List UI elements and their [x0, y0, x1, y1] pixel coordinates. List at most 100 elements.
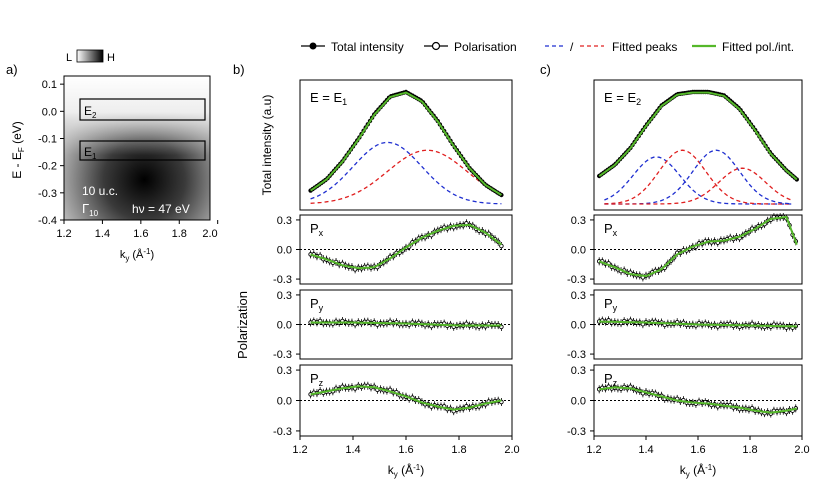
- px-label: Px: [310, 221, 324, 238]
- x-tick-label: 1.2: [586, 444, 601, 456]
- colorbar-low-label: L: [66, 52, 72, 64]
- x-axis-label-part: -1: [705, 463, 713, 472]
- polarization-y-label: Polarization: [235, 291, 250, 359]
- px-y-tick-label: 0.3: [571, 215, 586, 227]
- pz-label-sub: z: [319, 378, 324, 388]
- y-tick-label: -0.4: [38, 215, 57, 227]
- photon-energy-label: hν = 47 eV: [132, 202, 190, 216]
- fitted-peak-red: [604, 167, 792, 205]
- x-tick-label: 1.2: [56, 228, 71, 240]
- panel-c: c) E = E2 0.3 0.0 -0.3 Px 0.3 0.0 -0.3 Py 0.3 0.0 -…: [540, 62, 810, 479]
- py-y-tick-label: -0.3: [273, 349, 292, 361]
- intensity-frame: [593, 79, 803, 211]
- panel-c-label: c): [540, 62, 551, 77]
- py-y-tick-label: 0.0: [571, 320, 586, 332]
- energy-label: E = E1: [310, 90, 347, 107]
- thickness-label: 10 u.c.: [82, 184, 118, 198]
- x-tick-label: 2.0: [202, 228, 217, 240]
- px-y-tick-label: 0.0: [571, 245, 586, 257]
- x-axis-label-part: ): [712, 463, 716, 477]
- legend-pol-label: Polarisation: [454, 40, 517, 54]
- pz-label: Pz: [310, 371, 324, 388]
- px-label-text: P: [604, 221, 613, 236]
- x-tick-label: 1.8: [172, 228, 187, 240]
- pz-y-tick-label: 0.3: [277, 365, 292, 377]
- py-label-text: P: [604, 296, 613, 311]
- panel-a-y-label: E - EF (eV): [10, 121, 26, 179]
- legend-peaks-label: Fitted peaks: [612, 40, 677, 54]
- fitted-peak-blue: [310, 141, 502, 205]
- total-intensity-line: [310, 91, 502, 196]
- box-e1-label: E1: [84, 145, 97, 161]
- colorbar: [76, 49, 104, 63]
- fitted-intensity-line: [598, 91, 798, 181]
- px-label: Px: [604, 221, 618, 238]
- py-fit-line: [599, 320, 797, 328]
- py-label-sub: y: [613, 303, 618, 313]
- x-axis-label-part: y: [686, 470, 690, 479]
- py-y-tick-label: 0.0: [277, 320, 292, 332]
- pz-label-text: P: [310, 371, 319, 386]
- pz-label-sub: z: [613, 378, 618, 388]
- px-fit-line: [310, 223, 503, 270]
- total-intensity-line: [598, 91, 798, 180]
- py-label-text: P: [310, 296, 319, 311]
- legend: Total intensity Polarisation / Fitted pe…: [301, 40, 794, 54]
- pz-fit-line: [310, 385, 502, 411]
- x-tick-label: 1.4: [638, 444, 653, 456]
- fitted-peak-red: [604, 149, 792, 205]
- fitted-peak-blue: [604, 156, 792, 205]
- py-label: Py: [604, 296, 618, 313]
- box-e2: [79, 98, 206, 121]
- gamma-label: Γ10: [82, 201, 99, 218]
- px-y-tick-label: 0.0: [277, 245, 292, 257]
- py-fit-line: [310, 321, 502, 327]
- panel-b-label: b): [233, 62, 245, 77]
- energy-label: E = E2: [604, 90, 641, 107]
- arpes-background: [64, 76, 210, 220]
- pz-label: Pz: [604, 371, 618, 388]
- panel-b: b) E = E1 0.3 0.0 -0.3 Px 0.3 0.0 -0.3 Py 0.3 0.0 -…: [233, 62, 520, 479]
- x-tick-label: 1.8: [742, 444, 757, 456]
- px-fit-line: [598, 215, 798, 278]
- x-axis-label-part: k: [388, 463, 395, 477]
- panel-a-label: a): [6, 62, 18, 77]
- legend-total-label: Total intensity: [331, 40, 404, 54]
- pz-y-tick-label: 0.3: [571, 365, 586, 377]
- fitted-intensity-line: [310, 91, 502, 196]
- x-axis-label-part: k: [680, 463, 687, 477]
- energy-text: E = E: [310, 90, 342, 105]
- pz-y-tick-label: 0.0: [277, 396, 292, 408]
- x-tick-label: 1.2: [292, 444, 307, 456]
- x-tick-label: 1.4: [95, 228, 110, 240]
- fitted-peak-red: [310, 149, 502, 204]
- pz-y-tick-label: 0.0: [571, 396, 586, 408]
- px-y-tick-label: -0.3: [567, 274, 586, 286]
- py-y-tick-label: 0.3: [277, 290, 292, 302]
- y-tick-label: -0.1: [38, 133, 57, 145]
- x-axis-label-part: y: [394, 470, 398, 479]
- pz-label-text: P: [604, 371, 613, 386]
- energy-sub: 1: [342, 97, 347, 107]
- box-e1: [79, 140, 206, 161]
- y-tick-label: 0.0: [42, 106, 57, 118]
- y-tick-label: -0.2: [38, 161, 57, 173]
- energy-sub: 2: [636, 97, 641, 107]
- py-label: Py: [310, 296, 324, 313]
- x-tick-label: 1.6: [398, 444, 413, 456]
- legend-total-marker: [309, 42, 317, 50]
- x-tick-label: 1.4: [345, 444, 360, 456]
- panel-a-y-axis: 0.1 0.0 -0.1 -0.2 -0.3 -0.4: [38, 79, 64, 227]
- legend-pol-marker: [431, 41, 441, 51]
- energy-text: E = E: [604, 90, 636, 105]
- pz-y-tick-label: -0.3: [567, 426, 586, 438]
- intensity-y-label: Total intensity (a.u): [260, 95, 274, 196]
- pz-y-tick-label: -0.3: [273, 426, 292, 438]
- x-axis-label: ky (Å-1): [680, 462, 716, 479]
- panel-a-x-label: ky (Å-1): [120, 247, 154, 263]
- x-axis-label-part: (Å: [398, 462, 413, 477]
- px-label-sub: x: [613, 228, 618, 238]
- pz-fit-line: [599, 386, 797, 414]
- y-tick-label: -0.3: [38, 188, 57, 200]
